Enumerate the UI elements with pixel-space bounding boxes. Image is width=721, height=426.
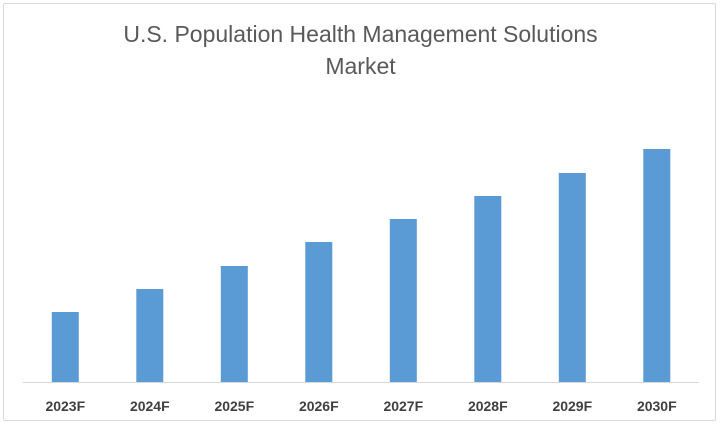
chart-title-line-1: U.S. Population Health Management Soluti… [123, 21, 598, 47]
chart-title: U.S. Population Health Management Soluti… [0, 18, 721, 82]
x-tick-label: 2025F [214, 398, 254, 414]
bar-2030F [643, 149, 671, 382]
x-tick-label: 2030F [637, 398, 677, 414]
x-tick-labels: 2023F 2024F 2025F 2026F 2027F 2028F 2029F 2030F [45, 398, 677, 414]
bar-2024F [136, 289, 164, 382]
bar-2027F [389, 219, 417, 382]
bar-2023F [51, 312, 79, 382]
bar-2026F [305, 242, 333, 382]
bar-2028F [474, 196, 502, 382]
chart-title-line-2: Market [325, 53, 396, 79]
x-tick-label: 2026F [299, 398, 339, 414]
bar-2025F [220, 266, 248, 382]
bar-2029F [558, 173, 586, 382]
bars-group [51, 149, 671, 382]
x-tick-label: 2027F [383, 398, 423, 414]
x-tick-label: 2023F [45, 398, 85, 414]
x-tick-label: 2029F [552, 398, 592, 414]
x-tick-label: 2028F [468, 398, 508, 414]
chart-frame [3, 3, 716, 421]
x-tick-label: 2024F [130, 398, 170, 414]
